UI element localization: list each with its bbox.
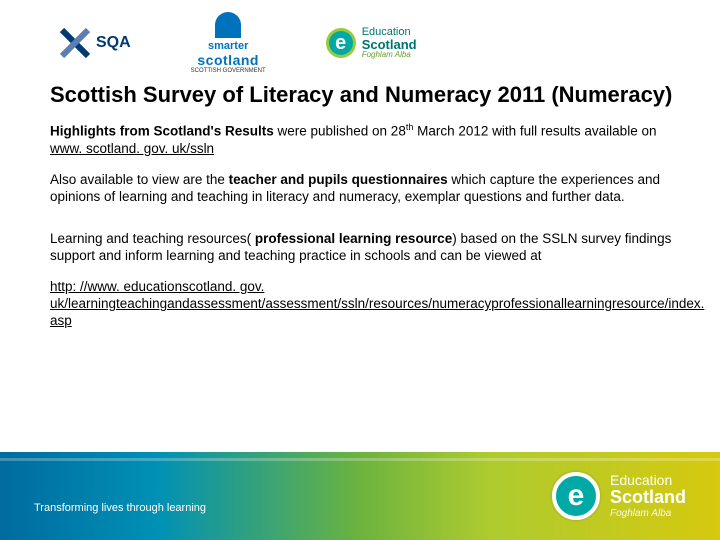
- sqa-text: SQA: [96, 34, 131, 52]
- footer-edu-line1: Education: [610, 473, 686, 488]
- link-scotland-gov[interactable]: www. scotland. gov. uk/ssln: [50, 141, 214, 156]
- footer-edu-line3: Foghlam Alba: [610, 508, 686, 519]
- paragraph-highlights: Highlights from Scotland's Results were …: [50, 122, 680, 157]
- p1-bold: Highlights from Scotland's Results: [50, 124, 274, 139]
- page-title: Scottish Survey of Literacy and Numeracy…: [50, 82, 680, 108]
- link-educationscotland[interactable]: http: //www. educationscotland. gov. uk/…: [50, 279, 704, 328]
- p3-bold: professional learning resource: [255, 231, 452, 246]
- logo-sqa: SQA: [60, 28, 131, 58]
- paragraph-url: http: //www. educationscotland. gov. uk/…: [50, 279, 680, 330]
- header-logos: SQA smarter scotland SCOTTISH GOVERNMENT…: [0, 0, 720, 82]
- smarter-line1: smarter: [208, 40, 248, 52]
- thistle-icon: [215, 12, 241, 38]
- p1-mid1: were published on 28: [274, 124, 406, 139]
- footer-bar: Transforming lives through learning e Ed…: [0, 452, 720, 540]
- p3-pre: Learning and teaching resources(: [50, 231, 255, 246]
- edu-e-icon: e: [326, 28, 356, 58]
- p2-pre: Also available to view are the: [50, 172, 229, 187]
- paragraph-resources: Learning and teaching resources( profess…: [50, 231, 680, 265]
- logo-education-scotland-footer: e Education Scotland Foghlam Alba: [552, 472, 686, 520]
- sqa-x-icon: [60, 28, 90, 58]
- footer-edu-line2: Scotland: [610, 488, 686, 508]
- p1-mid2: March 2012 with full results available o…: [413, 124, 656, 139]
- slide-content: Scottish Survey of Literacy and Numeracy…: [0, 82, 720, 330]
- logo-education-scotland-top: e Education Scotland Foghlam Alba: [326, 27, 417, 59]
- footer-accent-line: [0, 458, 720, 461]
- edu-text-block: Education Scotland Foghlam Alba: [362, 27, 417, 59]
- logo-smarter-scotland: smarter scotland SCOTTISH GOVERNMENT: [191, 12, 266, 74]
- smarter-sub: SCOTTISH GOVERNMENT: [191, 68, 266, 74]
- paragraph-questionnaires: Also available to view are the teacher a…: [50, 172, 680, 206]
- smarter-line2: scotland: [197, 52, 259, 68]
- footer-e-icon: e: [552, 472, 600, 520]
- footer-edu-text: Education Scotland Foghlam Alba: [610, 473, 686, 519]
- footer-tagline: Transforming lives through learning: [34, 502, 206, 514]
- edu-line3: Foghlam Alba: [362, 51, 417, 59]
- p2-bold: teacher and pupils questionnaires: [229, 172, 448, 187]
